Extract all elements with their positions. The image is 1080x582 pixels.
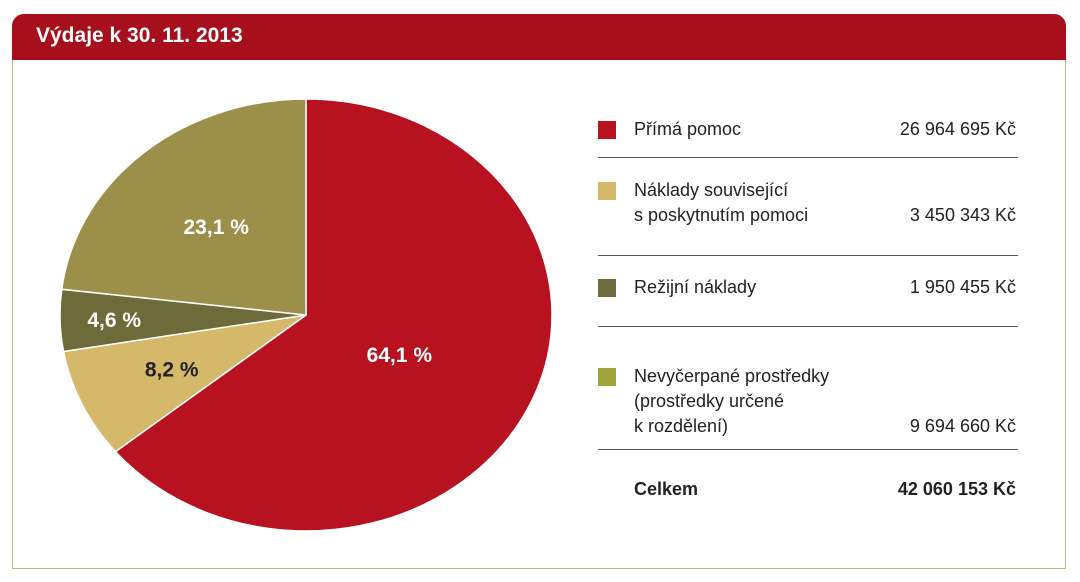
legend-label: Režijní náklady xyxy=(634,275,756,300)
total-label: Celkem xyxy=(634,479,699,499)
pie-chart: 64,1 % 8,2 % 4,6 % 23,1 % xyxy=(59,98,553,532)
panel-title: Výdaje k 30. 11. 2013 xyxy=(36,24,243,47)
legend-label: Nevyčerpané prostředky (prostředky určené… xyxy=(634,364,829,439)
legend-swatch xyxy=(598,182,616,200)
legend-swatch xyxy=(598,121,616,139)
legend-swatch xyxy=(598,279,616,297)
label-rezijni-naklady: 4,6 % xyxy=(87,309,141,332)
legend-row-naklady-souvisejici: Náklady související s poskytnutím pomoci 3… xyxy=(598,158,1018,256)
legend-swatch xyxy=(598,368,616,386)
slice-naklady-souvisejici xyxy=(62,314,307,453)
slice-nevycerpane xyxy=(60,98,307,316)
legend-label: Přímá pomoc xyxy=(634,117,741,142)
legend-label: Náklady související s poskytnutím pomoci xyxy=(634,178,808,228)
label-naklady-souvisejici: 8,2 % xyxy=(145,359,199,382)
legend-row-prima-pomoc: Přímá pomoc 26 964 695 Kč xyxy=(598,105,1018,158)
legend-label-line: k rozdělení) xyxy=(634,416,729,436)
legend-value: 9 694 660 Kč xyxy=(909,416,1016,436)
legend-label-line: Nevyčerpané prostředky xyxy=(634,366,830,386)
legend-value: 26 964 695 Kč xyxy=(899,119,1016,139)
legend: Přímá pomoc 26 964 695 Kč Náklady souvisej… xyxy=(598,105,1018,500)
legend-label-line: Režijní náklady xyxy=(634,277,757,297)
label-prima-pomoc: 64,1 % xyxy=(367,344,433,367)
legend-total-row: Celkem 42 060 153 Kč xyxy=(598,450,1018,500)
total-value: 42 060 153 Kč xyxy=(897,479,1016,499)
legend-label-line: Přímá pomoc xyxy=(634,119,742,139)
legend-label-line: (prostředky určené xyxy=(634,391,785,411)
legend-row-nevycerpane: Nevyčerpané prostředky (prostředky určené… xyxy=(598,327,1018,450)
slice-prima-pomoc xyxy=(114,98,553,532)
legend-value: 3 450 343 Kč xyxy=(909,205,1016,225)
legend-label-line: Náklady související xyxy=(634,180,789,200)
legend-label-line: s poskytnutím pomoci xyxy=(634,205,809,225)
legend-row-rezijni-naklady: Režijní náklady 1 950 455 Kč xyxy=(598,256,1018,327)
label-nevycerpane: 23,1 % xyxy=(184,216,250,239)
panel-header: Výdaje k 30. 11. 2013 xyxy=(12,14,1066,60)
legend-value: 1 950 455 Kč xyxy=(909,277,1016,297)
